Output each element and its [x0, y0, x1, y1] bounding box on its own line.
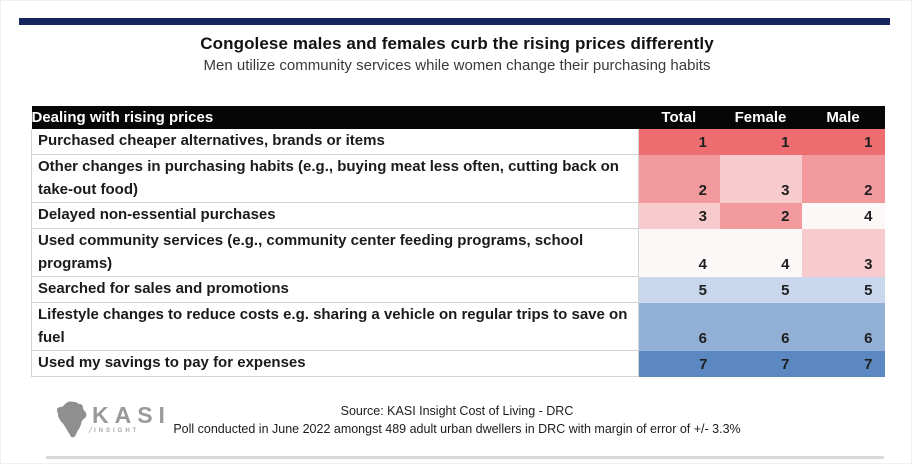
rank-cell-male: 3	[801, 228, 885, 277]
row-label: Used community services (e.g., community…	[31, 228, 639, 277]
table-body: Purchased cheaper alternatives, brands o…	[31, 129, 885, 377]
chart-subtitle: Men utilize community services while wom…	[203, 57, 711, 74]
rank-cell-female: 4	[719, 228, 802, 277]
rank-cell-total: 1	[638, 129, 720, 155]
rank-cell-male: 2	[801, 154, 885, 203]
chart-title: Congolese males and females curb the ris…	[200, 34, 714, 53]
rank-cell-female: 2	[719, 202, 802, 229]
bottom-divider-bar	[46, 456, 884, 459]
row-label: Other changes in purchasing habits (e.g.…	[31, 154, 639, 203]
source-line-2: Poll conducted in June 2022 amongst 489 …	[173, 422, 741, 436]
rank-cell-female: 6	[719, 302, 802, 351]
ranking-table: Dealing with rising prices Total Female …	[31, 106, 885, 377]
source-note: Source: KASI Insight Cost of Living - DR…	[1, 402, 911, 438]
table-header-row: Dealing with rising prices Total Female …	[31, 106, 885, 129]
africa-map-icon	[57, 401, 87, 438]
rank-cell-female: 5	[719, 276, 802, 303]
rank-cell-total: 5	[638, 276, 720, 303]
rank-cell-male: 7	[801, 350, 885, 377]
rank-cell-male: 6	[801, 302, 885, 351]
kasi-logo-subtext: INSIGHT	[94, 428, 140, 434]
row-label: Used my savings to pay for expenses	[31, 350, 639, 377]
table-header-male: Male	[801, 106, 885, 129]
table-header-female: Female	[719, 106, 802, 129]
table-header-total: Total	[638, 106, 720, 129]
table-row: Other changes in purchasing habits (e.g.…	[31, 154, 885, 203]
table-row: Lifestyle changes to reduce costs e.g. s…	[31, 302, 885, 351]
rank-cell-total: 6	[638, 302, 720, 351]
rank-cell-female: 1	[719, 129, 802, 155]
row-label: Delayed non-essential purchases	[31, 202, 639, 229]
rank-cell-total: 3	[638, 202, 720, 229]
kasi-logo: KASI / INSIGHT	[56, 400, 176, 442]
rank-cell-total: 4	[638, 228, 720, 277]
row-label: Lifestyle changes to reduce costs e.g. s…	[31, 302, 639, 351]
row-label: Searched for sales and promotions	[31, 276, 639, 303]
source-line-1: Source: KASI Insight Cost of Living - DR…	[340, 404, 574, 418]
rank-cell-total: 2	[638, 154, 720, 203]
rank-cell-male: 5	[801, 276, 885, 303]
rank-cell-total: 7	[638, 350, 720, 377]
kasi-logo-text: KASI	[92, 402, 171, 428]
table-header-label: Dealing with rising prices	[31, 106, 639, 129]
rank-cell-male: 1	[801, 129, 885, 155]
table-row: Used my savings to pay for expenses 7 7 7	[31, 350, 885, 377]
row-label: Purchased cheaper alternatives, brands o…	[31, 129, 639, 155]
table-row: Delayed non-essential purchases 3 2 4	[31, 202, 885, 229]
rank-cell-female: 3	[719, 154, 802, 203]
table-row: Used community services (e.g., community…	[31, 228, 885, 277]
table-row: Purchased cheaper alternatives, brands o…	[31, 129, 885, 155]
rank-cell-male: 4	[801, 202, 885, 229]
table-row: Searched for sales and promotions 5 5 5	[31, 276, 885, 303]
rank-cell-female: 7	[719, 350, 802, 377]
top-accent-bar	[19, 18, 890, 25]
